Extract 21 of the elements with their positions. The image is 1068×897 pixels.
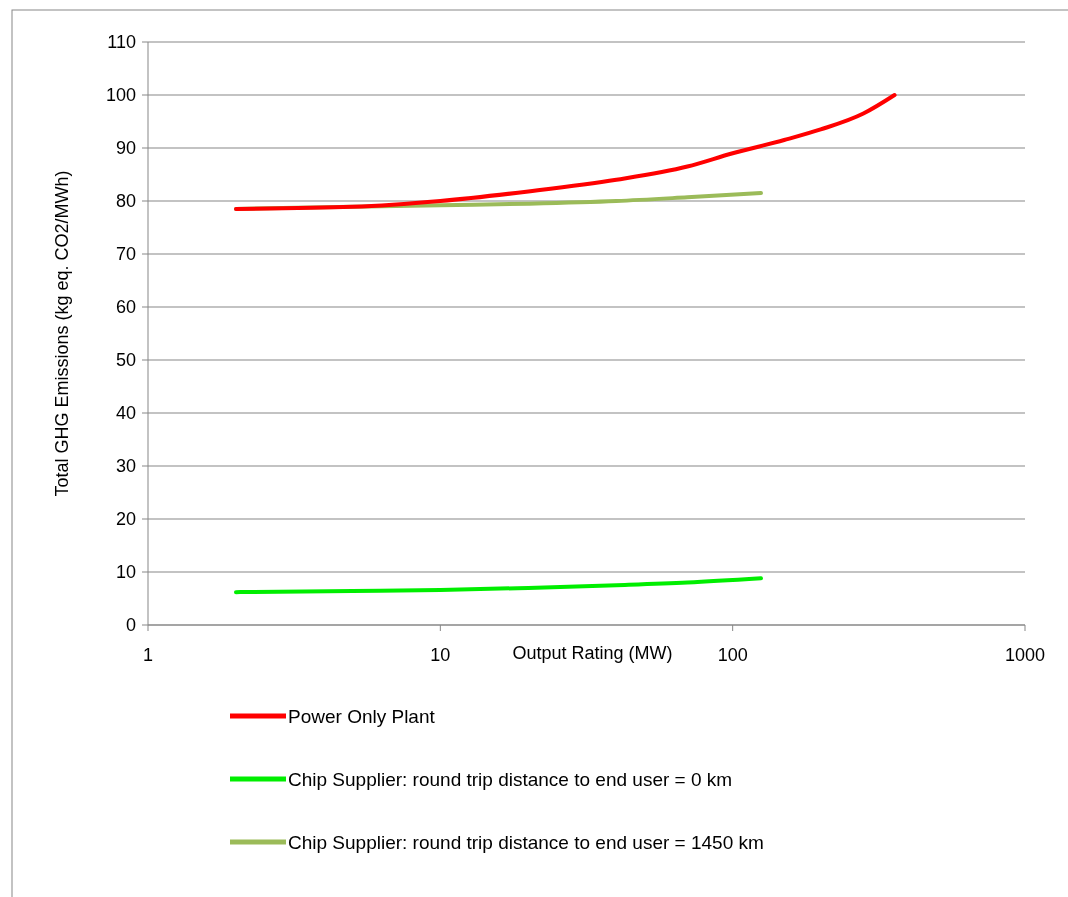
y-tick-label: 110 [107, 32, 136, 53]
y-tick-label: 30 [115, 456, 136, 477]
y-tick-label: 50 [115, 350, 136, 371]
y-tick-label: 10 [115, 562, 136, 583]
legend-label: Chip Supplier: round trip distance to end user = 1450 km [288, 831, 764, 853]
y-tick-label: 0 [125, 615, 136, 636]
y-tick-label: 100 [105, 85, 136, 106]
y-tick-label: 90 [115, 138, 136, 159]
y-tick-label: 60 [115, 297, 136, 318]
y-tick-label: 80 [115, 191, 136, 212]
y-tick-label: 70 [115, 244, 136, 265]
y-tick-label: 20 [115, 509, 136, 530]
x-tick-label: 100 [717, 645, 748, 665]
x-axis-title: Output Rating (MW) [512, 643, 673, 663]
legend-label: Power Only Plant [288, 705, 436, 727]
x-tick-label: 1 [142, 645, 154, 665]
y-tick-label: 40 [115, 403, 136, 424]
legend-label: Chip Supplier: round trip distance to end user = 0 km [288, 768, 733, 790]
y-axis-title: Total GHG Emissions (kg eq. CO2/MWh) [52, 170, 72, 497]
x-tick-label: 10 [430, 645, 451, 665]
x-tick-label: 1000 [1004, 645, 1046, 665]
